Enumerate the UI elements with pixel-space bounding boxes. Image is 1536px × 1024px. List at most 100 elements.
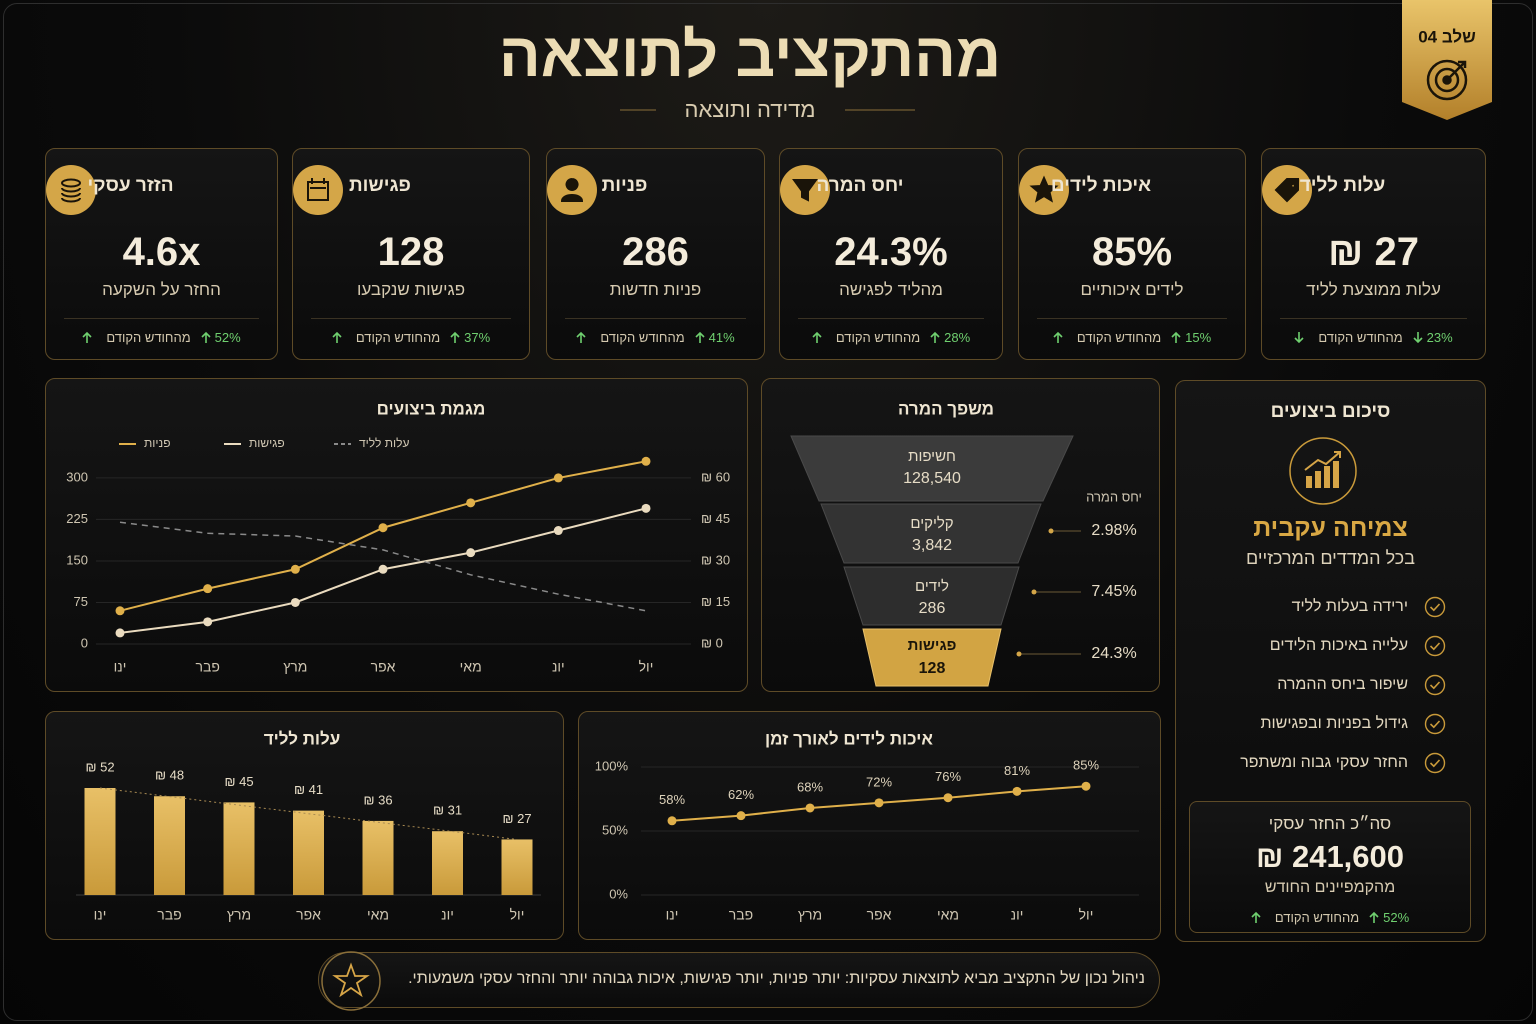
data-label: ₪ 31 (433, 803, 462, 818)
badge-icon (1426, 59, 1468, 101)
rate-header: יחס המרה (1086, 489, 1142, 504)
y-tick-label: ₪ 60 (701, 469, 730, 484)
icon-glyph (307, 178, 329, 201)
y-tick-label: 0 (81, 635, 88, 650)
kpi-caption: עלות ממוצעת לליד (1306, 280, 1441, 299)
summary-item: ירידה בעלות לליד (1291, 598, 1408, 615)
kpi-card: הזזר עסקי 4.6x החזר על השקעה 52% מהחודש הקוד… (45, 148, 278, 360)
check-icon (1424, 674, 1446, 696)
kpi-card: פניות 286 פניות חדשות 41% מהחודש הקודם (546, 148, 765, 360)
rate-label: 7.45% (1091, 583, 1136, 600)
comparison: מהחודש הקודם (1076, 330, 1162, 345)
y-tick-label: 100% (595, 758, 629, 773)
check-circle (1424, 635, 1446, 657)
bar (84, 788, 116, 895)
icon-circle (293, 165, 343, 215)
bar (223, 802, 255, 895)
kpi-separator (798, 318, 984, 319)
data-label: ₪ 36 (363, 792, 392, 807)
x-tick-label: מאי (460, 659, 482, 675)
change-value: 37% (464, 330, 491, 345)
kpi-value: 4.6x (122, 230, 201, 274)
trend-arrow (1053, 331, 1063, 343)
check-mark (1429, 759, 1441, 768)
data-point (805, 803, 815, 813)
kpi-value: 128 (377, 230, 445, 274)
trend-arrow (930, 331, 940, 343)
data-label: ₪ 48 (155, 768, 184, 783)
x-tick-label: מרץ (798, 907, 822, 923)
arrow-shape (1171, 331, 1181, 343)
rate-dot (1016, 651, 1022, 657)
data-point (1012, 786, 1022, 796)
bar (362, 820, 394, 895)
x-tick-label: יונ (552, 659, 565, 675)
change-value: 28% (944, 330, 971, 345)
y-tick-label: ₪ 45 (701, 511, 730, 526)
change-value: 15% (1185, 330, 1212, 345)
data-label: ₪ 52 (85, 759, 114, 774)
x-tick-label: מאי (367, 907, 389, 923)
kpi-title: יחס המרה (816, 175, 904, 196)
data-point (667, 816, 677, 826)
data-label: ₪ 27 (502, 811, 531, 826)
icon-glyph (1029, 175, 1059, 203)
data-label: 72% (866, 774, 892, 789)
data-point (115, 628, 125, 638)
arrow-shape (450, 331, 460, 343)
x-tick-label: פבר (195, 659, 219, 675)
funnel-stage (862, 628, 1002, 687)
kpi-icon (780, 165, 830, 215)
kpi-caption: פגישות שנקבעו (356, 280, 466, 299)
trend-arrow (1251, 911, 1261, 923)
kpi-separator (311, 318, 511, 319)
check-mark (1429, 603, 1441, 612)
chart-title: משפך המרה (898, 399, 994, 418)
change-value: 52% (214, 330, 241, 345)
funnel-stage (790, 435, 1074, 502)
trend-arrow (450, 331, 460, 343)
icon-circle (46, 165, 96, 215)
data-point (641, 456, 651, 466)
x-tick-label: יונ (1011, 907, 1024, 923)
data-label: ₪ 45 (224, 774, 253, 789)
check-icon (1424, 596, 1446, 618)
change-row: 23% מהחודש הקודם (1262, 330, 1485, 345)
data-point (943, 793, 953, 803)
change-row: 28% מהחודש הקודם (780, 330, 1002, 345)
trend-arrow (1294, 332, 1304, 344)
y-tick-label: 0% (609, 886, 628, 901)
data-point (466, 548, 476, 558)
legend-label: פגישות (249, 436, 285, 450)
funnel-stage (820, 503, 1042, 564)
summary-title: סיכום ביצועים (1270, 401, 1391, 422)
badge-label: שלב 04 (1418, 27, 1476, 46)
data-point (203, 617, 213, 627)
check-circle (1424, 596, 1446, 618)
trend-arrow (332, 331, 342, 343)
x-tick-label: יול (510, 907, 525, 923)
data-point (466, 498, 476, 508)
stage-value: 128,540 (903, 470, 961, 487)
chart-title: איכות לידים לאורך זמן (765, 729, 933, 748)
performance-chart: מגמת ביצועים 0 75 150 225 300 ₪ 0 ₪ 15 ₪ 30 ₪ 45 ₪… (66, 399, 730, 675)
stage-value: 3,842 (912, 537, 952, 554)
total-caption: מהקמפיינים החודש (1264, 879, 1396, 896)
check-circle (1424, 752, 1446, 774)
trend-arrow (1413, 332, 1423, 344)
change-row: 37% מהחודש הקודם (293, 330, 529, 345)
stage-name: לידים (915, 578, 949, 595)
y-tick-label: 150 (66, 552, 88, 567)
arrow-shape (695, 331, 705, 343)
summary-list: ירידה בעלות לליד עלייה באיכות הלידים שיפור… (1176, 381, 1487, 781)
summary-item: עלייה באיכות הלידים (1269, 637, 1408, 654)
trend-line (99, 787, 518, 840)
data-label: 68% (797, 779, 823, 794)
kpi-value: 286 (622, 230, 689, 274)
x-tick-label: מרץ (227, 907, 251, 923)
summary-item: שיפור ביחס ההמרה (1277, 676, 1408, 693)
bar (154, 796, 185, 895)
x-tick-label: פבר (729, 907, 753, 923)
data-point (115, 606, 125, 616)
summary-item: גידול בפניות ובפגישות (1260, 715, 1408, 732)
